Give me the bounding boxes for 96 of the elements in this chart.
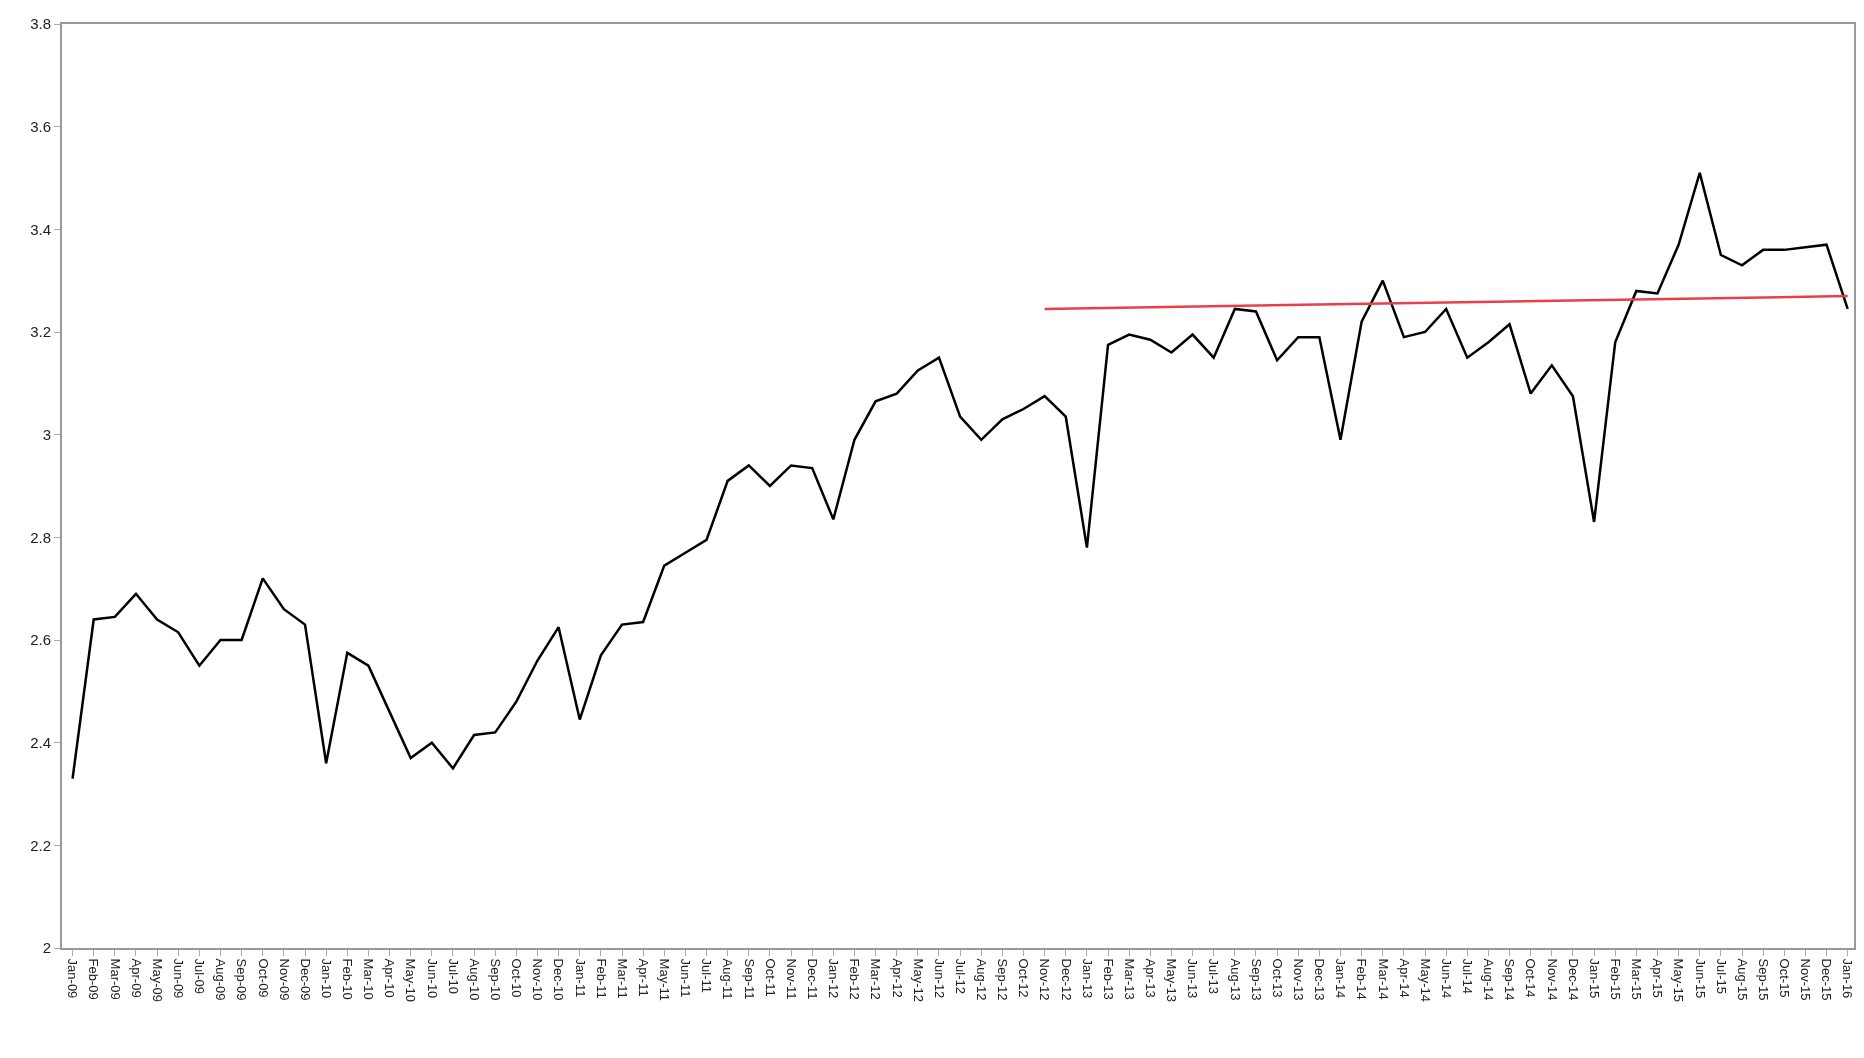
x-tick-label: Jul-12 xyxy=(952,958,968,995)
line-series xyxy=(71,171,1849,780)
y-tick-label: 3.6 xyxy=(30,117,51,135)
x-tick-label: Feb-14 xyxy=(1354,958,1370,1000)
x-tick-label: Apr-12 xyxy=(889,958,905,998)
x-tick-label: Feb-09 xyxy=(86,958,102,1000)
x-tick-label: Jun-14 xyxy=(1438,958,1454,999)
x-tick-label: Aug-15 xyxy=(1734,958,1750,1001)
x-tick-label: Nov-11 xyxy=(783,958,799,1000)
x-tick-label: Jun-11 xyxy=(678,958,694,998)
y-tick-label: 3 xyxy=(42,425,51,443)
x-tick-label: May-12 xyxy=(910,958,926,1002)
x-tick-label: Jun-13 xyxy=(1185,958,1201,999)
x-tick-label: Jan-10 xyxy=(318,958,334,999)
x-tick-label: Nov-15 xyxy=(1798,958,1814,1001)
x-tick-label: Mar-15 xyxy=(1629,958,1645,1000)
x-tick-label: Aug-12 xyxy=(974,958,990,1001)
x-tick-label: May-11 xyxy=(657,958,673,1001)
x-tick-label: Jan-16 xyxy=(1840,958,1856,999)
x-tick-label: Oct-09 xyxy=(255,958,271,998)
x-tick-label: Jan-11 xyxy=(572,958,588,998)
y-tick-label: 2 xyxy=(42,939,51,957)
x-tick-label: Jan-14 xyxy=(1333,958,1349,999)
x-tick-label: May-13 xyxy=(1164,958,1180,1002)
x-tick-label: Sep-12 xyxy=(995,958,1011,1001)
x-tick-label: Sep-13 xyxy=(1248,958,1264,1001)
x-tick-label: Jul-14 xyxy=(1460,958,1476,995)
y-tick-label: 3.4 xyxy=(30,220,51,238)
y-tick-label: 2.8 xyxy=(30,528,51,546)
x-tick-label: Jun-12 xyxy=(931,958,947,999)
x-tick-label: Mar-13 xyxy=(1121,958,1137,1000)
x-tick-label: Apr-10 xyxy=(382,958,398,998)
x-tick-label: Jul-10 xyxy=(445,958,461,995)
x-tick-label: May-15 xyxy=(1671,958,1687,1002)
x-tick-label: Feb-10 xyxy=(340,958,356,1000)
x-tick-label: Apr-14 xyxy=(1396,958,1412,998)
x-tick-label: Apr-15 xyxy=(1650,958,1666,998)
x-tick-label: Sep-10 xyxy=(487,958,503,1001)
x-tick-label: Oct-12 xyxy=(1016,958,1032,998)
x-tick-label: Jul-09 xyxy=(192,958,208,995)
x-tick-label: Feb-15 xyxy=(1607,958,1623,1000)
x-tick-label: Aug-09 xyxy=(213,958,229,1001)
x-tick-label: May-10 xyxy=(403,958,419,1002)
y-tick-label: 2.4 xyxy=(30,733,51,751)
y-tick-label: 2.6 xyxy=(30,631,51,649)
x-tick-label: Sep-09 xyxy=(234,958,250,1001)
x-tick-label: Mar-10 xyxy=(361,958,377,1000)
x-tick-label: Feb-12 xyxy=(847,958,863,1000)
x-tick-label: Jan-13 xyxy=(1079,958,1095,999)
x-tick-label: Dec-12 xyxy=(1058,958,1074,1001)
x-tick-label: Oct-15 xyxy=(1777,958,1793,998)
x-tick-label: Apr-09 xyxy=(128,958,144,998)
x-tick-label: Mar-11 xyxy=(614,958,630,999)
x-tick-label: Aug-14 xyxy=(1481,958,1497,1001)
x-tick-label: Oct-13 xyxy=(1269,958,1285,998)
x-tick-label: Dec-11 xyxy=(804,958,820,1000)
x-tick-label: Nov-10 xyxy=(530,958,546,1001)
x-tick-label: Dec-10 xyxy=(551,958,567,1001)
x-tick-label: Jun-10 xyxy=(424,958,440,999)
y-tick-label: 2.2 xyxy=(30,836,51,854)
x-tick-label: Dec-14 xyxy=(1565,958,1581,1001)
x-tick-label: Feb-13 xyxy=(1100,958,1116,1000)
y-tick-label: 3.8 xyxy=(30,15,51,33)
x-tick-label: Jul-15 xyxy=(1713,958,1729,995)
x-tick-label: Jun-09 xyxy=(171,958,186,999)
x-tick-label: Aug-13 xyxy=(1227,958,1243,1001)
x-tick-label: Aug-11 xyxy=(720,958,736,1000)
x-tick-label: Jul-11 xyxy=(699,958,715,994)
x-tick-label: Mar-09 xyxy=(107,958,123,1000)
x-tick-label: May-09 xyxy=(149,958,165,1002)
x-tick-label: Nov-14 xyxy=(1544,958,1560,1001)
x-tick-label: Nov-13 xyxy=(1291,958,1307,1001)
x-tick-label: Nov-12 xyxy=(1037,958,1053,1001)
x-tick-label: Apr-13 xyxy=(1143,958,1159,998)
x-tick-label: Jan-09 xyxy=(65,958,81,999)
x-tick-label: Dec-13 xyxy=(1312,958,1328,1001)
x-tick-label: Oct-14 xyxy=(1523,958,1539,998)
x-tick-label: Dec-09 xyxy=(297,958,313,1001)
x-tick-label: Jan-15 xyxy=(1586,958,1602,999)
x-tick-label: Dec-15 xyxy=(1819,958,1835,1001)
x-tick-label: Oct-10 xyxy=(509,958,525,998)
x-tick-label: Apr-11 xyxy=(635,958,651,997)
x-tick-label: May-14 xyxy=(1417,958,1433,1002)
x-tick-label: Jun-15 xyxy=(1692,958,1708,999)
x-tick-label: Feb-11 xyxy=(593,958,609,999)
x-tick-label: Mar-12 xyxy=(868,958,884,1000)
x-tick-label: Mar-14 xyxy=(1375,958,1391,1000)
y-tick-label: 3.2 xyxy=(30,323,51,341)
x-tick-label: Jan-12 xyxy=(826,958,842,999)
x-tick-label: Nov-09 xyxy=(276,958,292,1001)
x-tick-label: Sep-15 xyxy=(1755,958,1771,1001)
x-tick-label: Sep-11 xyxy=(741,958,757,1000)
x-tick-label: Jul-13 xyxy=(1206,958,1222,995)
x-tick-label: Aug-10 xyxy=(466,958,482,1001)
x-tick-label: Sep-14 xyxy=(1502,958,1518,1001)
x-tick-label: Oct-11 xyxy=(762,958,778,997)
